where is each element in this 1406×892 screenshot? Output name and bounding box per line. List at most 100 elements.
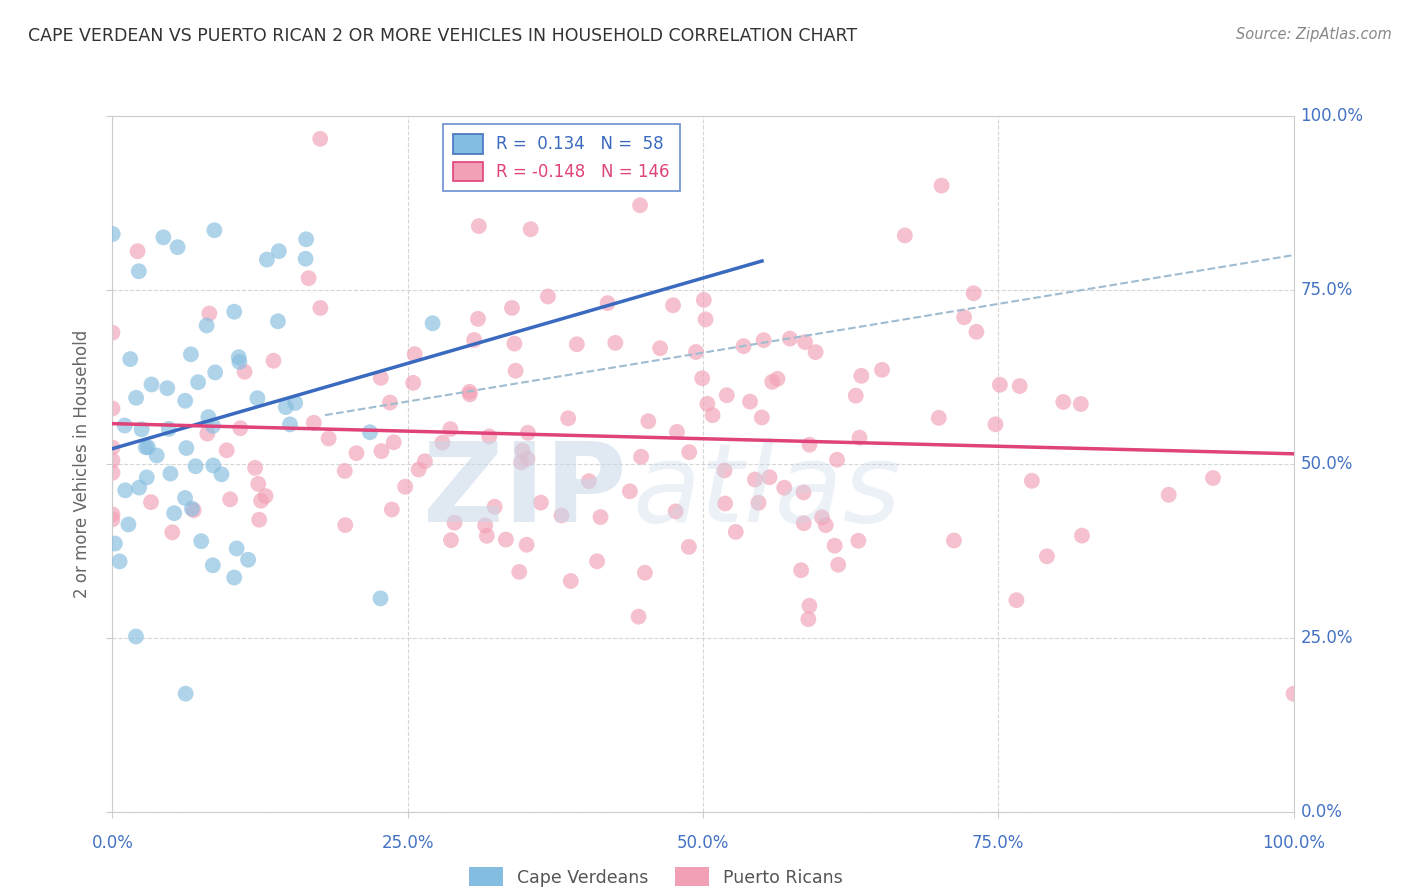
Point [685,345,707,359]
Point [156,381,179,395]
Point [104,536,127,550]
Point [846,533,869,548]
Point [790,563,813,577]
Point [1021,474,1043,488]
Point [108,554,131,568]
Point [478,429,501,443]
Point [247,476,270,491]
Point [267,314,290,328]
Point [965,325,987,339]
Point [793,516,815,531]
Point [825,452,848,467]
Point [370,444,392,458]
Point [845,389,868,403]
Point [503,336,526,351]
Point [145,449,167,463]
Point [159,467,181,481]
Point [309,301,332,315]
Point [519,222,541,236]
Point [141,377,163,392]
Point [309,132,332,146]
Point [758,470,780,484]
Point [215,443,238,458]
Point [811,510,834,524]
Text: 50.0%: 50.0% [1301,455,1353,473]
Point [139,495,162,509]
Point [184,459,207,474]
Point [458,387,481,401]
Point [440,533,463,548]
Point [204,365,226,379]
Point [678,445,700,459]
Point [274,400,297,414]
Point [495,533,517,547]
Point [211,467,233,482]
Point [648,341,671,355]
Point [508,565,530,579]
Point [125,630,148,644]
Point [284,396,307,410]
Point [131,422,153,436]
Point [101,466,124,480]
Point [799,438,821,452]
Point [516,451,538,466]
Point [176,441,198,455]
Point [928,410,950,425]
Point [136,440,159,454]
Point [678,540,700,554]
Point [127,244,149,259]
Point [565,337,588,351]
Point [294,252,316,266]
Point [1070,397,1092,411]
Point [413,454,436,468]
Point [224,570,246,584]
Point [187,376,209,390]
Point [665,504,688,518]
Point [537,289,560,303]
Point [295,232,318,246]
Point [586,554,609,568]
Point [125,391,148,405]
Point [101,512,124,526]
Text: 0.0%: 0.0% [1301,803,1343,821]
Point [195,426,218,441]
Point [747,496,769,510]
Point [439,422,461,436]
Point [402,376,425,390]
Point [953,310,976,325]
Point [894,228,917,243]
Point [605,335,627,350]
Point [984,417,1007,432]
Point [254,489,277,503]
Y-axis label: 2 or more Vehicles in Household: 2 or more Vehicles in Household [73,330,91,598]
Point [662,298,685,312]
Point [267,244,290,259]
Point [174,491,197,505]
Point [228,355,250,369]
Point [634,566,657,580]
Point [752,333,775,347]
Text: 100.0%: 100.0% [1301,107,1364,125]
Point [851,368,873,383]
Point [516,538,538,552]
Point [201,418,224,433]
Point [432,435,454,450]
Point [512,443,534,458]
Point [619,484,641,499]
Point [128,481,150,495]
Point [195,318,218,333]
Point [229,421,252,435]
Point [394,480,416,494]
Point [693,293,716,307]
Point [560,574,582,588]
Point [443,516,465,530]
Point [163,506,186,520]
Text: Source: ZipAtlas.com: Source: ZipAtlas.com [1236,27,1392,42]
Point [359,425,381,440]
Point [962,286,984,301]
Point [120,352,142,367]
Point [505,364,527,378]
Point [378,395,401,409]
Point [988,377,1011,392]
Text: atlas: atlas [633,438,901,545]
